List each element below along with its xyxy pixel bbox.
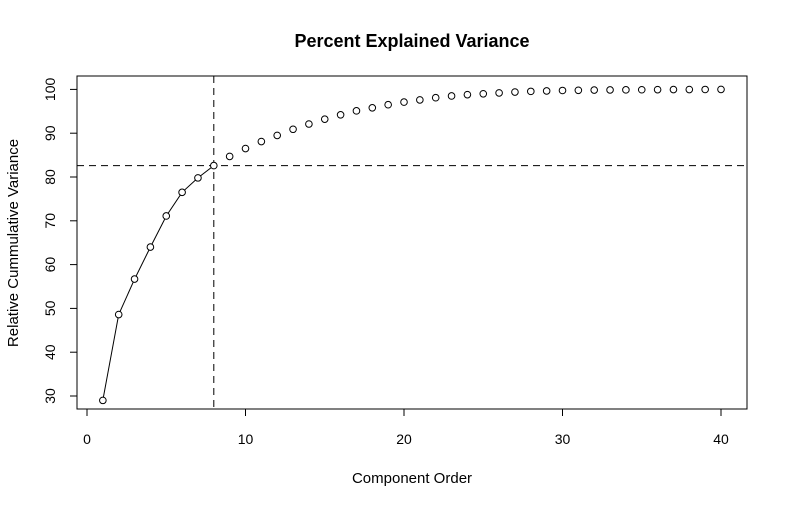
y-axis-label: Relative Cummulative Variance xyxy=(5,139,22,347)
y-tick-label: 80 xyxy=(42,169,58,185)
data-point xyxy=(622,86,630,94)
data-point xyxy=(542,87,551,95)
x-tick-label: 10 xyxy=(238,431,254,447)
data-point xyxy=(416,96,424,104)
data-point xyxy=(400,98,408,106)
data-point xyxy=(289,125,297,134)
y-tick-label: 90 xyxy=(42,125,58,141)
data-point xyxy=(590,86,599,94)
data-point xyxy=(352,107,361,115)
x-tick-label: 20 xyxy=(396,431,412,447)
reference-lines xyxy=(77,76,747,409)
data-point xyxy=(495,89,503,97)
data-point xyxy=(701,85,709,94)
data-point xyxy=(384,100,392,109)
data-point xyxy=(114,310,123,319)
series-line xyxy=(102,165,215,401)
y-tick-label: 50 xyxy=(42,300,58,316)
data-point xyxy=(717,85,725,94)
y-tick-label: 30 xyxy=(42,388,58,404)
data-point xyxy=(463,90,472,99)
plot-frame xyxy=(76,75,748,410)
y-tick-label: 100 xyxy=(42,78,58,102)
x-tick-label: 40 xyxy=(713,431,729,447)
data-point xyxy=(210,161,218,170)
data-point xyxy=(336,111,345,119)
data-point xyxy=(146,243,155,251)
data-series xyxy=(99,85,725,405)
y-tick-label: 60 xyxy=(42,257,58,273)
x-axis-label: Component Order xyxy=(352,470,472,487)
data-point xyxy=(558,86,567,95)
data-point xyxy=(527,87,535,96)
data-point xyxy=(511,88,519,96)
x-axis: 0 10 20 30 40 xyxy=(83,409,729,447)
data-point xyxy=(669,85,678,94)
data-point xyxy=(99,396,107,405)
data-point xyxy=(637,85,646,94)
data-point xyxy=(130,275,139,283)
y-tick-label: 40 xyxy=(42,344,58,360)
data-point xyxy=(194,174,202,182)
data-point xyxy=(368,103,377,112)
data-point xyxy=(241,144,250,153)
data-point xyxy=(273,131,282,140)
data-point xyxy=(653,85,662,94)
x-tick-label: 0 xyxy=(83,431,91,447)
data-point xyxy=(225,152,234,161)
data-point xyxy=(305,120,313,128)
data-point xyxy=(320,115,329,123)
y-tick-label: 70 xyxy=(42,213,58,229)
data-point xyxy=(574,86,583,95)
data-point xyxy=(257,137,266,146)
data-point xyxy=(431,93,440,102)
data-point xyxy=(479,89,488,98)
chart-title: Percent Explained Variance xyxy=(294,31,529,51)
x-tick-label: 30 xyxy=(555,431,571,447)
data-point xyxy=(447,92,456,100)
data-point xyxy=(162,212,171,220)
data-point xyxy=(685,85,694,94)
y-axis: 30 40 50 60 70 80 90 100 xyxy=(42,78,77,404)
data-point xyxy=(178,188,186,197)
data-point xyxy=(606,86,614,94)
